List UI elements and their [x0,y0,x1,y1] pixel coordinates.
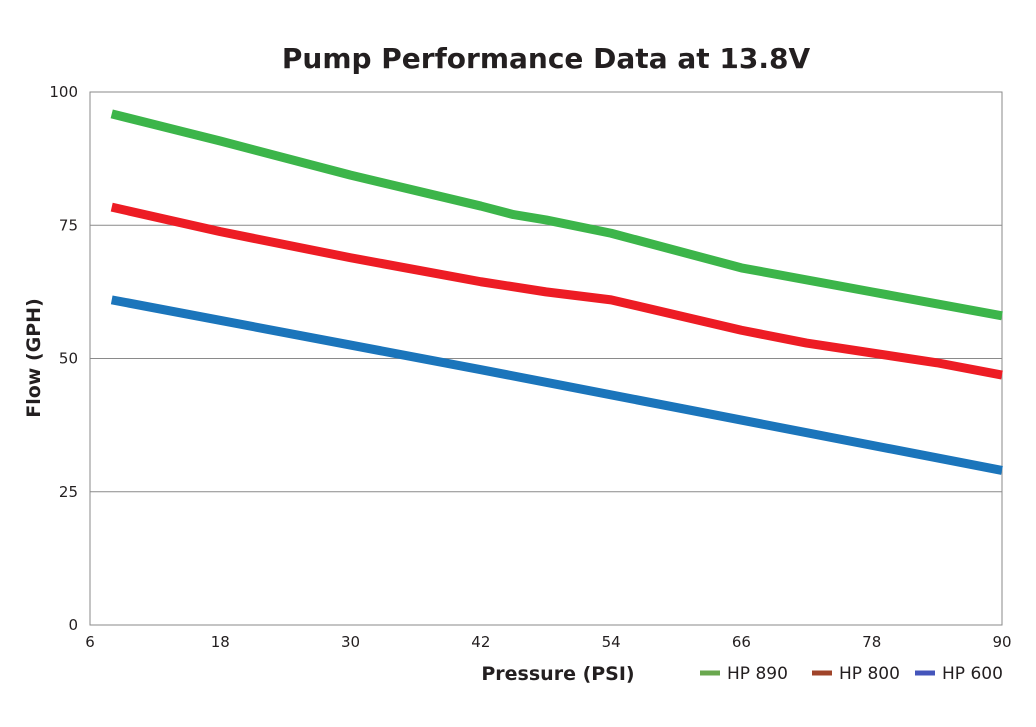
chart-title: Pump Performance Data at 13.8V [282,42,811,75]
x-tick-labels: 6 18 30 42 54 66 78 90 [85,633,1011,651]
x-tick-label: 78 [862,633,881,651]
x-tick-label: 30 [341,633,360,651]
legend-label: HP 890 [727,664,788,684]
x-tick-label: 54 [602,633,621,651]
series-line-hp-800 [110,202,1003,380]
x-tick-label: 90 [992,633,1011,651]
x-tick-label: 6 [85,633,95,651]
x-tick-label: 18 [211,633,230,651]
series-line-hp-890 [110,109,1003,321]
y-tick-label: 100 [49,83,78,101]
legend-label: HP 600 [942,664,1003,684]
legend-label: HP 800 [839,664,900,684]
y-tick-label: 0 [68,616,78,634]
x-axis-label: Pressure (PSI) [481,663,634,685]
plot-frame [89,91,1003,626]
x-tick-label: 66 [732,633,751,651]
series-lines [110,109,1003,475]
y-tick-label: 75 [59,216,78,234]
legend: HP 890 HP 800 HP 600 [700,664,1003,684]
x-tick-label: 42 [471,633,490,651]
legend-item: HP 890 [700,664,788,684]
y-axis-label: Flow (GPH) [23,298,45,418]
legend-item: HP 800 [812,664,900,684]
series-line-hp-600 [110,295,1003,475]
y-tick-label: 25 [59,483,78,501]
legend-item: HP 600 [915,664,1003,684]
gridlines [90,224,1002,493]
y-tick-labels: 0 25 50 75 100 [49,83,78,634]
y-tick-label: 50 [59,350,78,368]
